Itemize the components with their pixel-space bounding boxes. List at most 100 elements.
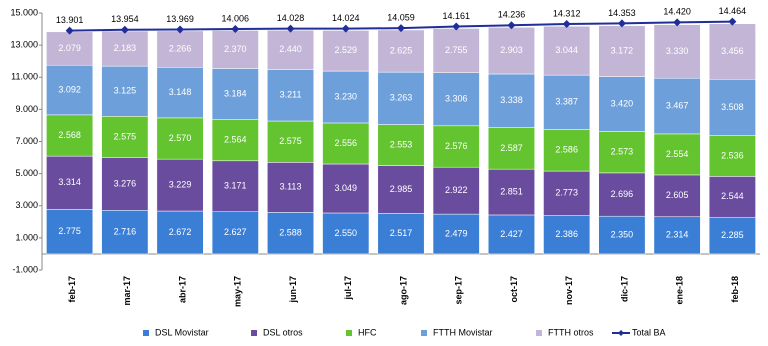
bar-segment (598, 215, 646, 255)
bar-segment (46, 114, 94, 157)
value-label: 3.229 (169, 179, 192, 189)
value-label: 3.211 (280, 90, 302, 100)
total-label: 13.954 (111, 14, 139, 24)
total-label: 14.236 (498, 10, 526, 20)
value-label: 2.985 (390, 184, 413, 194)
total-label: 14.161 (442, 11, 470, 21)
legend-label: DSL otros (263, 327, 303, 337)
bar-segment (211, 68, 259, 120)
value-label: 2.440 (279, 44, 302, 54)
total-label: 14.059 (387, 12, 415, 22)
line-marker (507, 21, 516, 30)
bar-segment (598, 25, 646, 77)
value-label: 2.183 (114, 43, 137, 53)
legend-label: FTTH Movistar (433, 327, 493, 337)
bar-segment (543, 170, 591, 216)
x-tick-label: sep-17 (454, 276, 464, 305)
value-label: 3.467 (666, 100, 689, 110)
value-label: 2.386 (555, 229, 578, 239)
value-label: 3.125 (114, 86, 137, 96)
value-label: 3.092 (58, 84, 81, 94)
x-tick-label: jun-17 (288, 276, 298, 304)
bar-segment (101, 157, 149, 211)
bar-segment (488, 127, 535, 170)
bar-segment (211, 160, 259, 212)
bar-segment (708, 23, 756, 80)
value-label: 3.172 (611, 46, 634, 56)
value-label: 2.716 (114, 226, 137, 236)
bar-segment (488, 214, 535, 255)
value-label: 2.588 (279, 228, 302, 238)
bar-segment (322, 70, 370, 124)
y-tick-label: 15.000 (10, 7, 38, 17)
bar-segment (708, 135, 756, 177)
x-tick-label: jul-17 (343, 276, 353, 301)
legend-label: DSL Movistar (155, 327, 209, 337)
bar-segment (377, 165, 425, 214)
bar-segment (267, 29, 314, 70)
value-label: 3.148 (169, 87, 192, 97)
total-label: 14.353 (608, 8, 636, 18)
bar-segment (267, 120, 314, 163)
total-label: 14.312 (553, 8, 581, 18)
x-tick-label: nov-17 (564, 276, 574, 305)
bar-segment (432, 125, 480, 168)
y-tick-label: 1.000 (15, 232, 38, 242)
value-label: 2.773 (555, 188, 578, 198)
bar-segment (653, 77, 701, 135)
value-label: 2.554 (666, 149, 689, 159)
value-label: 2.903 (500, 45, 523, 55)
value-label: 2.573 (611, 147, 634, 157)
y-tick-label: 5.000 (15, 168, 38, 178)
bar-segment (543, 215, 591, 255)
bar-segment (653, 24, 701, 79)
legend-label: FTTH otros (548, 327, 594, 337)
value-label: 3.338 (500, 95, 523, 105)
bar-segment (101, 30, 149, 67)
bar-segment (488, 73, 535, 128)
value-label: 3.456 (721, 46, 744, 56)
value-label: 2.553 (390, 139, 413, 149)
bar-segment (598, 172, 646, 217)
bar-segment (46, 64, 94, 116)
value-label: 2.672 (169, 227, 192, 237)
bar-segment (46, 31, 94, 66)
x-tick-label: abr-17 (177, 276, 187, 303)
line-marker (231, 24, 240, 33)
legend-label: HFC (358, 327, 377, 337)
y-tick-label: 9.000 (15, 104, 38, 114)
total-label: 14.420 (663, 7, 691, 17)
total-label: 14.464 (719, 6, 747, 16)
line-marker (728, 17, 737, 26)
line-marker (176, 25, 185, 34)
value-label: 2.586 (555, 145, 578, 155)
x-tick-label: feb-18 (730, 276, 740, 303)
bar-segment (432, 213, 480, 255)
bar-segment (322, 122, 370, 165)
value-label: 3.314 (58, 177, 81, 187)
bar-segment (156, 67, 204, 119)
value-label: 3.184 (224, 88, 247, 98)
bar-segment (101, 116, 149, 158)
value-label: 2.570 (169, 133, 192, 143)
value-label: 2.350 (611, 229, 634, 239)
bar-segment (708, 216, 756, 255)
bar-segment (653, 216, 701, 255)
value-label: 2.775 (58, 226, 81, 236)
value-label: 3.420 (611, 98, 634, 108)
bar-segment (156, 210, 204, 255)
x-tick-label: feb-17 (67, 276, 77, 303)
line-marker (397, 24, 405, 33)
bar-segment (156, 117, 204, 160)
bar-segment (101, 210, 149, 255)
value-label: 2.851 (500, 186, 523, 196)
value-label: 2.696 (611, 189, 634, 199)
legend-swatch (143, 330, 149, 336)
bar-segment (267, 212, 314, 255)
bar-segment (543, 25, 591, 76)
legend-swatch (421, 330, 427, 336)
y-tick-label: 7.000 (15, 136, 38, 146)
value-label: 3.306 (445, 94, 468, 104)
legend-swatch (251, 330, 257, 336)
